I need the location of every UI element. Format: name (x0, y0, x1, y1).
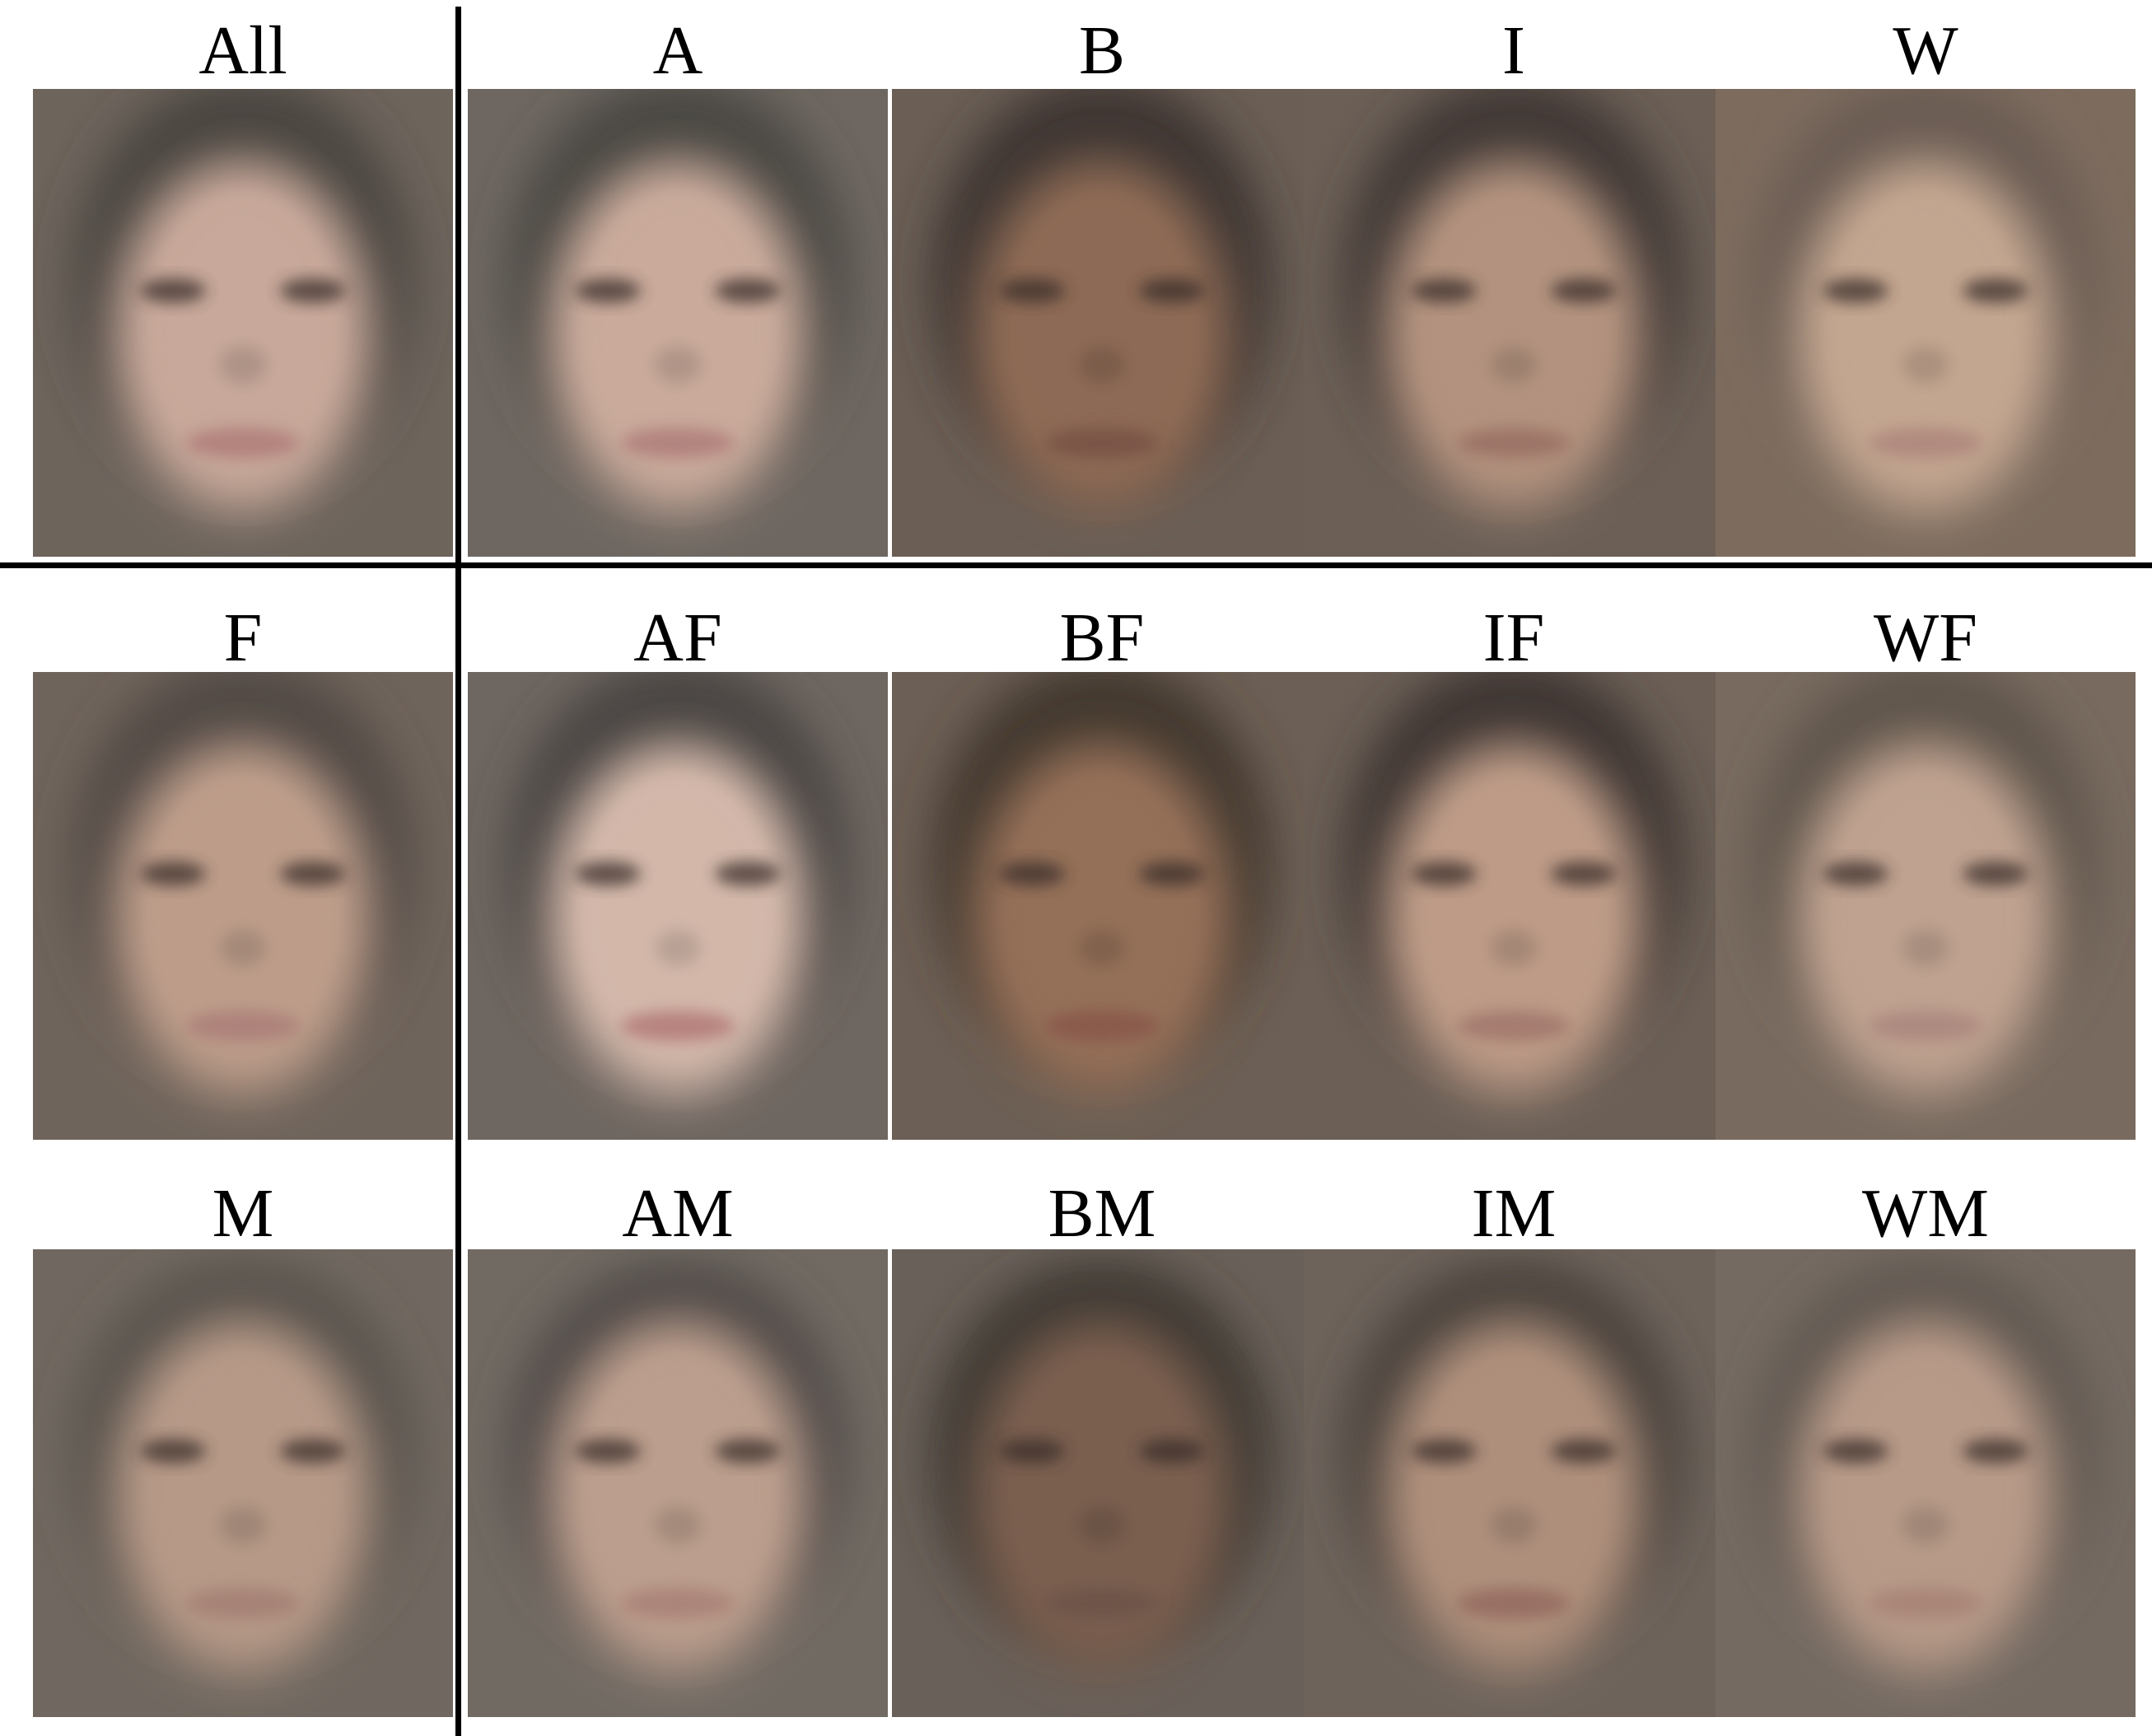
face-render (892, 89, 1312, 557)
average-face-image (892, 672, 1312, 1140)
face-label: BM (1048, 1175, 1156, 1252)
average-face-image (892, 89, 1312, 557)
average-face-image (33, 1249, 453, 1717)
face-render (468, 672, 888, 1140)
face-label: WM (1862, 1175, 1989, 1252)
average-face-image (468, 672, 888, 1140)
face-label: W (1893, 12, 1958, 89)
face-render (892, 672, 1312, 1140)
face-render (33, 89, 453, 557)
face-render (33, 672, 453, 1140)
face-render (1716, 672, 2136, 1140)
average-face-image (1304, 672, 1724, 1140)
face-label: I (1502, 12, 1525, 89)
average-face-image (1716, 672, 2136, 1140)
face-render (468, 89, 888, 557)
face-label: WF (1874, 600, 1977, 676)
face-render (33, 1249, 453, 1717)
face-render (892, 1249, 1312, 1717)
average-face-image (33, 672, 453, 1140)
horizontal-divider (0, 562, 2152, 568)
face-render (1304, 89, 1724, 557)
face-label: B (1078, 12, 1126, 89)
vertical-divider (455, 7, 461, 1736)
face-render (1716, 89, 2136, 557)
face-label: AF (633, 600, 722, 676)
face-label: All (198, 12, 287, 89)
average-face-image (1304, 1249, 1724, 1717)
face-label: BF (1059, 600, 1145, 676)
average-face-image (1716, 1249, 2136, 1717)
face-render (468, 1249, 888, 1717)
average-face-image (468, 89, 888, 557)
face-render (1716, 1249, 2136, 1717)
average-face-image (468, 1249, 888, 1717)
face-label: IM (1471, 1175, 1557, 1252)
average-face-image (1304, 89, 1724, 557)
average-face-image (33, 89, 453, 557)
face-label: AM (622, 1175, 734, 1252)
face-label: F (223, 600, 263, 676)
face-label: IF (1482, 600, 1545, 676)
face-render (1304, 1249, 1724, 1717)
face-label: M (212, 1175, 274, 1252)
average-face-image (1716, 89, 2136, 557)
face-render (1304, 672, 1724, 1140)
face-label: A (652, 12, 703, 89)
average-face-image (892, 1249, 1312, 1717)
